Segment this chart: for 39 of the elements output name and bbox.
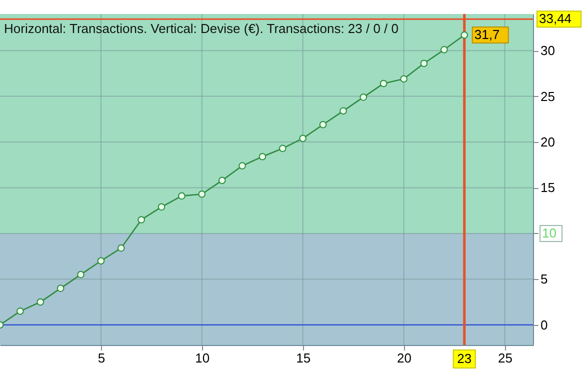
point — [460, 31, 468, 39]
point — [380, 80, 388, 88]
point — [77, 270, 84, 278]
y-tick-label: 20 — [540, 134, 555, 150]
y-tick-label: 15 — [540, 180, 555, 196]
point — [16, 308, 24, 315]
y-tick-label: 0 — [540, 317, 548, 332]
point — [158, 203, 166, 211]
point — [218, 176, 226, 184]
point — [198, 190, 206, 198]
point — [340, 107, 347, 115]
point — [258, 152, 266, 160]
point — [278, 144, 286, 152]
point — [178, 192, 186, 200]
x-tick-label: 5 — [98, 350, 106, 366]
point — [138, 216, 145, 224]
y-tick-label: 30 — [540, 43, 555, 58]
point — [299, 134, 307, 142]
point — [400, 75, 408, 83]
point — [360, 94, 368, 101]
point — [56, 284, 64, 292]
point — [238, 162, 246, 170]
data-label: 31,7 — [474, 27, 500, 42]
x-tick-label: 25 — [498, 350, 512, 366]
point — [319, 120, 327, 128]
band-label: 10 — [542, 225, 556, 240]
point — [440, 46, 448, 54]
x-tick-label: 15 — [296, 350, 311, 366]
y-tick-label: 25 — [540, 88, 555, 104]
x-tick-label: 20 — [397, 350, 412, 366]
point — [117, 244, 125, 252]
point — [36, 298, 44, 306]
text: Horizontal: Transactions. Vertical: Devise (€). Transactions: 23 / 0 / 0 — [4, 21, 399, 36]
point — [97, 257, 105, 265]
point — [420, 60, 428, 68]
ref-line-label: 23 — [457, 351, 472, 366]
y-tick-label: 5 — [540, 272, 548, 287]
x-tick-label: 10 — [195, 350, 210, 366]
ref-line-label: 33,44 — [539, 11, 572, 26]
